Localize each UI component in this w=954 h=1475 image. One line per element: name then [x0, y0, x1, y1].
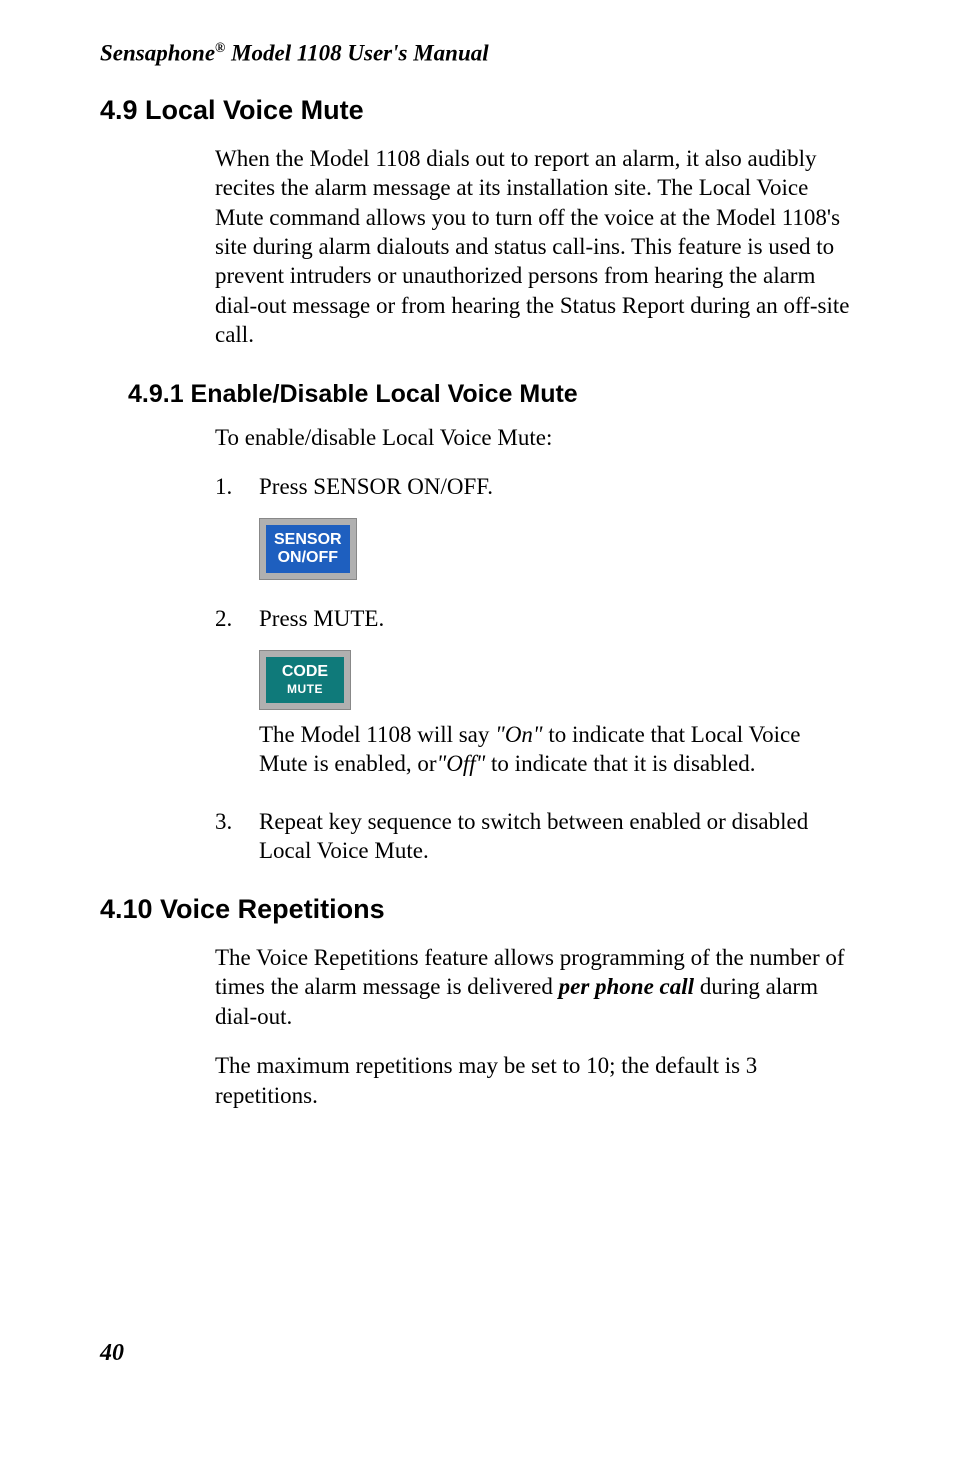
sensor-key-line1: SENSOR [274, 531, 342, 549]
code-key-line2: MUTE [274, 683, 336, 697]
page-number: 40 [100, 1340, 854, 1367]
step-3: 3. Repeat key sequence to switch between… [215, 807, 854, 880]
step-3-number: 3. [215, 807, 259, 880]
step-1: 1. Press SENSOR ON/OFF. SENSOR ON/OFF [215, 472, 854, 590]
step-2-result-off: "Off" [437, 751, 486, 776]
step-2-result-c: to indicate that it is disabled. [485, 751, 755, 776]
section-4-10-p2: The maximum repetitions may be set to 10… [215, 1051, 854, 1110]
step-2-result-a: The Model 1108 will say [259, 722, 495, 747]
heading-4-9: 4.9 Local Voice Mute [100, 95, 854, 126]
heading-4-10: 4.10 Voice Repetitions [100, 894, 854, 925]
running-header: Sensaphone® Model 1108 User's Manual [100, 40, 854, 67]
step-2: 2. Press MUTE. CODE MUTE The Model 1108 … [215, 604, 854, 793]
step-3-text: Repeat key sequence to switch between en… [259, 807, 854, 866]
code-mute-key: CODE MUTE [259, 650, 351, 710]
running-header-prefix: Sensaphone [100, 41, 215, 66]
sensor-onoff-key: SENSOR ON/OFF [259, 518, 357, 581]
section-4-9-paragraph: When the Model 1108 dials out to report … [215, 144, 854, 350]
code-key-line1: CODE [274, 663, 336, 681]
step-2-result: The Model 1108 will say "On" to indicate… [259, 720, 854, 779]
step-2-result-on: "On" [495, 722, 542, 747]
step-2-number: 2. [215, 604, 259, 793]
section-4-10-p1-b: per phone call [559, 974, 694, 999]
section-4-9-1-intro: To enable/disable Local Voice Mute: [215, 423, 854, 452]
heading-4-9-1: 4.9.1 Enable/Disable Local Voice Mute [128, 380, 854, 409]
running-header-rest: Model 1108 User's Manual [225, 41, 488, 66]
step-1-text: Press SENSOR ON/OFF. [259, 472, 854, 501]
sensor-key-line2: ON/OFF [274, 549, 342, 567]
step-1-number: 1. [215, 472, 259, 590]
step-2-text: Press MUTE. [259, 604, 854, 633]
section-4-10-p1: The Voice Repetitions feature allows pro… [215, 943, 854, 1031]
registered-mark: ® [215, 40, 225, 55]
